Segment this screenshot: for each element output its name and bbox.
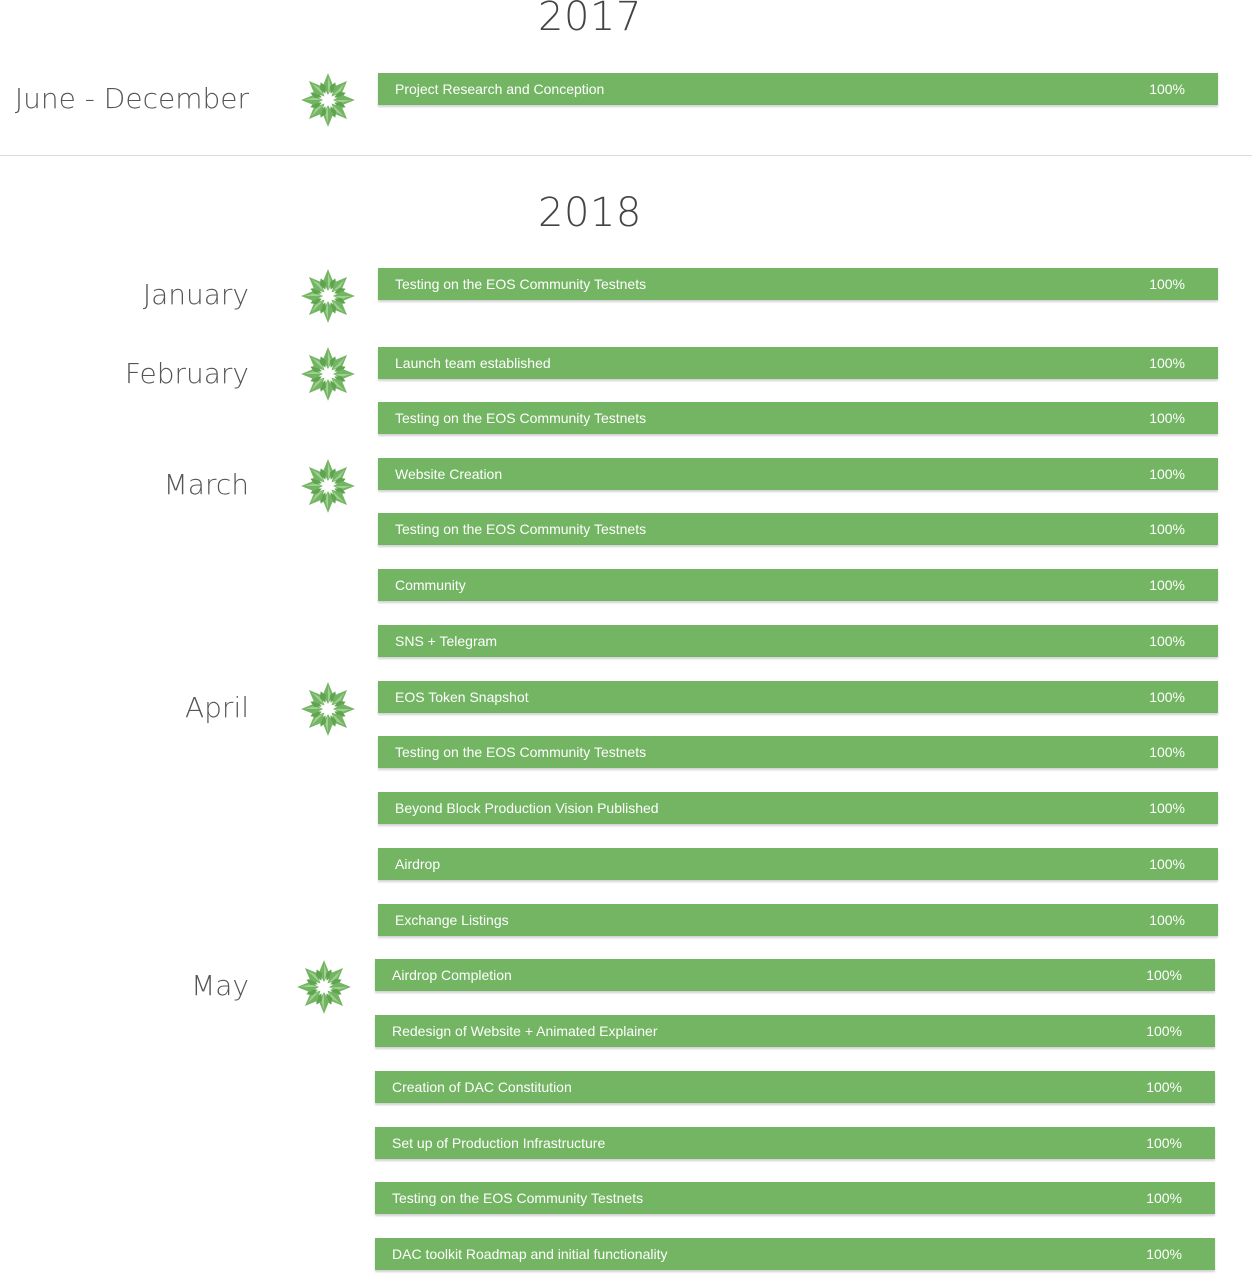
task-bar: Testing on the EOS Community Testnets 10… [378, 402, 1218, 434]
task-bar: Redesign of Website + Animated Explainer… [375, 1015, 1215, 1047]
task-progress: 100% [1149, 521, 1185, 537]
task-progress: 100% [1149, 744, 1185, 760]
task-progress: 100% [1149, 355, 1185, 371]
task-bar: Set up of Production Infrastructure 100% [375, 1127, 1215, 1159]
task-bar: DAC toolkit Roadmap and initial function… [375, 1238, 1215, 1270]
task-bar: Creation of DAC Constitution 100% [375, 1071, 1215, 1103]
task-bar: Airdrop Completion 100% [375, 959, 1215, 991]
task-progress: 100% [1149, 689, 1185, 705]
task-progress: 100% [1146, 1023, 1182, 1039]
task-bar: Website Creation 100% [378, 458, 1218, 490]
task-progress: 100% [1149, 856, 1185, 872]
milestone-flower-icon [300, 458, 356, 514]
task-bar: Airdrop 100% [378, 848, 1218, 880]
period-label-january: January [142, 278, 249, 311]
task-bar: Community 100% [378, 569, 1218, 601]
task-progress: 100% [1149, 466, 1185, 482]
task-progress: 100% [1149, 912, 1185, 928]
period-label-may: May [191, 969, 249, 1002]
task-name: Redesign of Website + Animated Explainer [392, 1023, 658, 1039]
task-bar: SNS + Telegram 100% [378, 625, 1218, 657]
task-name: SNS + Telegram [395, 633, 498, 649]
task-progress: 100% [1146, 1079, 1182, 1095]
task-name: Airdrop [395, 856, 441, 872]
task-name: Testing on the EOS Community Testnets [395, 410, 647, 426]
task-progress: 100% [1149, 276, 1185, 292]
task-bar: Testing on the EOS Community Testnets 10… [378, 513, 1218, 545]
task-bar: Beyond Block Production Vision Published… [378, 792, 1218, 824]
task-name: Beyond Block Production Vision Published [395, 800, 659, 816]
task-name: DAC toolkit Roadmap and initial function… [392, 1246, 668, 1262]
milestone-flower-icon [296, 959, 352, 1015]
task-progress: 100% [1146, 967, 1182, 983]
period-label-april: April [185, 691, 249, 724]
task-progress: 100% [1149, 410, 1185, 426]
task-name: Exchange Listings [395, 912, 509, 928]
task-bar: Testing on the EOS Community Testnets 10… [375, 1182, 1215, 1214]
task-name: Website Creation [395, 466, 503, 482]
task-bar: EOS Token Snapshot 100% [378, 681, 1218, 713]
task-name: Creation of DAC Constitution [392, 1079, 572, 1095]
task-progress: 100% [1146, 1246, 1182, 1262]
task-name: Airdrop Completion [392, 967, 512, 983]
milestone-flower-icon [300, 681, 356, 737]
period-label-march: March [163, 468, 249, 501]
task-progress: 100% [1149, 800, 1185, 816]
task-bar: Project Research and Conception 100% [378, 73, 1218, 105]
task-progress: 100% [1149, 81, 1185, 97]
task-name: Project Research and Conception [395, 81, 605, 97]
task-name: Set up of Production Infrastructure [392, 1135, 606, 1151]
task-name: Community [395, 577, 466, 593]
task-name: Testing on the EOS Community Testnets [395, 744, 647, 760]
milestone-flower-icon [300, 268, 356, 324]
task-name: Testing on the EOS Community Testnets [395, 276, 647, 292]
task-name: EOS Token Snapshot [395, 689, 529, 705]
task-progress: 100% [1146, 1135, 1182, 1151]
task-name: Launch team established [395, 355, 551, 371]
section-divider [0, 155, 1252, 156]
milestone-flower-icon [300, 72, 356, 128]
task-name: Testing on the EOS Community Testnets [392, 1190, 644, 1206]
task-bar: Testing on the EOS Community Testnets 10… [378, 268, 1218, 300]
year-title-2017: 2017 [538, 0, 642, 40]
task-progress: 100% [1146, 1190, 1182, 1206]
task-bar: Testing on the EOS Community Testnets 10… [378, 736, 1218, 768]
task-progress: 100% [1149, 633, 1185, 649]
task-progress: 100% [1149, 577, 1185, 593]
year-title-2018: 2018 [538, 190, 642, 236]
task-bar: Launch team established 100% [378, 347, 1218, 379]
period-label-june-december: June - December [14, 82, 249, 115]
task-bar: Exchange Listings 100% [378, 904, 1218, 936]
period-label-february: February [124, 357, 249, 390]
task-name: Testing on the EOS Community Testnets [395, 521, 647, 537]
milestone-flower-icon [300, 346, 356, 402]
